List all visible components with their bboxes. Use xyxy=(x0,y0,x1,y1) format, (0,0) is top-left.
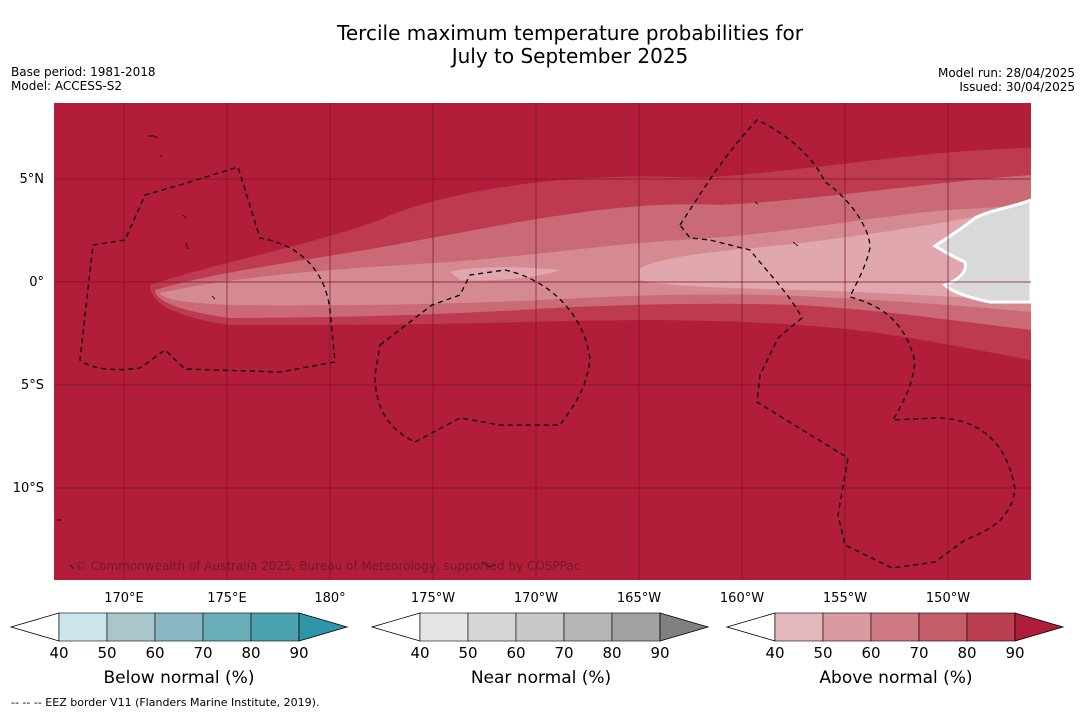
eez-kiribati-phoenix xyxy=(374,269,591,443)
colorbar-above: 40 50 60 70 80 90 xyxy=(725,612,1065,662)
eez-footnote: -- -- -- EEZ border V11 (Flanders Marine… xyxy=(11,696,320,709)
colorbar-near-segment xyxy=(611,612,661,642)
lon-label-175e: 175°E xyxy=(207,591,247,606)
colorbar-near-tick: 50 xyxy=(458,644,477,662)
lon-label-170e: 170°E xyxy=(104,591,144,606)
colorbar-near-tick: 40 xyxy=(410,644,429,662)
eez-kiribati-line xyxy=(679,119,1016,569)
lon-label-180: 180° xyxy=(314,591,345,606)
colorbar-below-segment xyxy=(154,612,204,642)
colorbar-above-segment xyxy=(822,612,872,642)
eez-kiribati-gilbert xyxy=(79,166,336,373)
colorbar-near-segment xyxy=(563,612,613,642)
lat-label-5s: 5°S xyxy=(21,378,44,393)
colorbar-above-tick: 70 xyxy=(909,644,928,662)
model-name: Model: ACCESS-S2 xyxy=(11,79,123,93)
colorbar-label-above: Above normal (%) xyxy=(819,668,973,688)
colorbar-above-tick: 50 xyxy=(813,644,832,662)
colorbar-above-tick: 80 xyxy=(957,644,976,662)
colorbar-above-tick: 40 xyxy=(765,644,784,662)
colorbar-near-segment xyxy=(515,612,565,642)
lon-label-155w: 155°W xyxy=(823,591,867,606)
contour-40-west xyxy=(450,267,560,281)
issued-date: Issued: 30/04/2025 xyxy=(959,80,1075,94)
colorbar-above-tick: 90 xyxy=(1005,644,1024,662)
colorbar-near-tick: 70 xyxy=(554,644,573,662)
lat-label-5n: 5°N xyxy=(20,172,45,187)
colorbar-label-below: Below normal (%) xyxy=(103,668,255,688)
colorbar-below-max-extend xyxy=(298,612,349,642)
graticule xyxy=(54,103,1031,580)
eez-borders xyxy=(79,119,1016,569)
colorbar-below-tick: 70 xyxy=(193,644,212,662)
colorbar-near-segment xyxy=(467,612,517,642)
lon-label-165w: 165°W xyxy=(617,591,661,606)
base-period: Base period: 1981-2018 xyxy=(11,65,156,79)
colorbar-below-tick: 50 xyxy=(97,644,116,662)
lat-label-10s: 10°S xyxy=(13,481,44,496)
map-title: Tercile maximum temperature probabilitie… xyxy=(0,22,1085,68)
copyright-notice: © Commonwealth of Australia 2025, Bureau… xyxy=(75,559,581,573)
colorbar-above-min-extend xyxy=(725,612,776,642)
colorbar-below-segment xyxy=(58,612,108,642)
model-run: Model run: 28/04/2025 xyxy=(937,66,1075,80)
colorbar-near-tick: 60 xyxy=(506,644,525,662)
lon-label-150w: 150°W xyxy=(926,591,970,606)
colorbar-above-segment xyxy=(966,612,1016,642)
colorbar-near-segment xyxy=(419,612,469,642)
colorbar-below-segment xyxy=(250,612,300,642)
colorbar-above-segment xyxy=(870,612,920,642)
near-normal-region xyxy=(932,198,1031,304)
lat-label-0: 0° xyxy=(29,275,44,290)
colorbar-near-tick: 90 xyxy=(650,644,669,662)
colorbar-near-min-extend xyxy=(370,612,421,642)
colorbars: 40 50 60 70 80 90 40 50 60 70 80 90 40 50 60 70 80 90 xyxy=(9,612,1065,662)
map-area xyxy=(54,103,1031,580)
lon-label-160w: 160°W xyxy=(720,591,764,606)
contour-40 xyxy=(640,208,1031,300)
colorbar-near-max-extend xyxy=(659,612,710,642)
lon-labels: 170°E 175°E 180° 175°W 170°W 165°W 160°W… xyxy=(104,591,970,606)
colorbar-near: 40 50 60 70 80 90 xyxy=(370,612,710,662)
meta-right: Model run: 28/04/2025 Issued: 30/04/2025 xyxy=(938,66,1075,94)
title-line-2: July to September 2025 xyxy=(451,44,689,68)
colorbar-below-min-extend xyxy=(9,612,60,642)
colorbar-below-tick: 60 xyxy=(145,644,164,662)
lon-label-175w: 175°W xyxy=(411,591,455,606)
lat-labels: 5°N 0° 5°S 10°S xyxy=(13,172,44,496)
colorbar-above-max-extend xyxy=(1014,612,1065,642)
colorbar-label-near: Near normal (%) xyxy=(470,668,612,688)
colorbar-near-tick: 80 xyxy=(602,644,621,662)
colorbar-below-tick: 90 xyxy=(289,644,308,662)
colorbar-below-tick: 80 xyxy=(241,644,260,662)
colorbar-below-tick: 40 xyxy=(49,644,68,662)
meta-left: Base period: 1981-2018 Model: ACCESS-S2 xyxy=(11,65,156,93)
colorbar-above-segment xyxy=(918,612,968,642)
colorbar-below-segment xyxy=(202,612,252,642)
colorbar-below-segment xyxy=(106,612,156,642)
colorbar-below: 40 50 60 70 80 90 xyxy=(9,612,349,662)
lon-label-170w: 170°W xyxy=(514,591,558,606)
title-line-1: Tercile maximum temperature probabilitie… xyxy=(337,21,803,45)
colorbar-above-segment xyxy=(774,612,824,642)
islands xyxy=(57,135,799,570)
colorbar-above-tick: 60 xyxy=(861,644,880,662)
